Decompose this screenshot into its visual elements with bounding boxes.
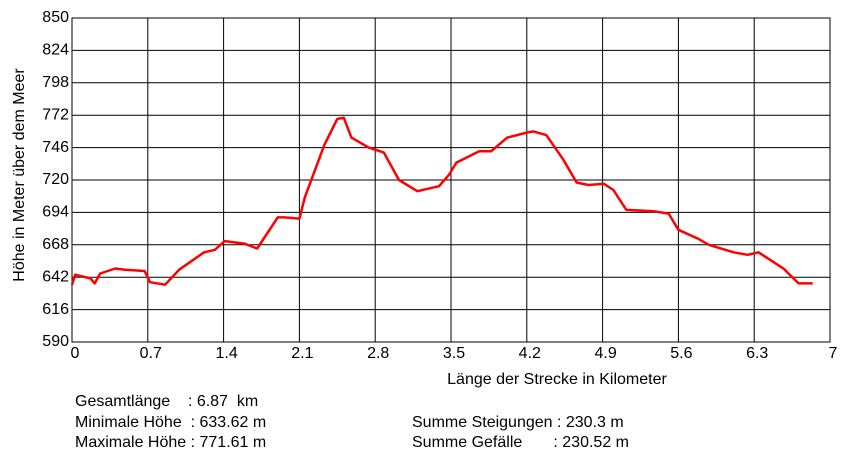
x-tick-label: 5.6 (670, 345, 692, 362)
y-tick-label: 694 (42, 204, 69, 221)
x-tick-label: 6.3 (746, 345, 768, 362)
x-tick-label: 7 (829, 345, 838, 362)
y-axis-label: Höhe in Meter über dem Meer (11, 68, 28, 282)
x-tick-label: 0.7 (140, 345, 162, 362)
stat-text: Summe Steigungen : 230.3 m (412, 414, 624, 431)
x-tick-label: 0 (71, 345, 80, 362)
y-tick-label: 590 (42, 333, 69, 350)
stat-text: Gesamtlänge : 6.87 km (75, 393, 258, 410)
x-tick-label: 4.2 (519, 345, 541, 362)
y-tick-label: 824 (42, 42, 69, 59)
elevation-line (70, 116, 813, 286)
y-tick-label: 720 (42, 171, 69, 188)
x-axis-label: Länge der Strecke in Kilometer (447, 371, 667, 388)
x-tick-label: 3.5 (443, 345, 465, 362)
y-tick-label: 642 (42, 268, 69, 285)
stat-text: Summe Gefälle : 230.52 m (412, 434, 629, 451)
y-tick-label: 798 (42, 74, 69, 91)
y-tick-label: 772 (42, 106, 69, 123)
y-tick-label: 616 (42, 301, 69, 318)
y-tick-label: 850 (42, 9, 69, 26)
x-tick-label: 2.8 (367, 345, 389, 362)
stat-text: Maximale Höhe : 771.61 m (75, 434, 266, 451)
x-tick-label: 1.4 (215, 345, 237, 362)
x-tick-label: 2.1 (291, 345, 313, 362)
stat-text: Minimale Höhe : 633.62 m (75, 414, 266, 431)
x-tick-label: 4.9 (594, 345, 616, 362)
y-tick-label: 668 (42, 236, 69, 253)
y-tick-label: 746 (42, 139, 69, 156)
